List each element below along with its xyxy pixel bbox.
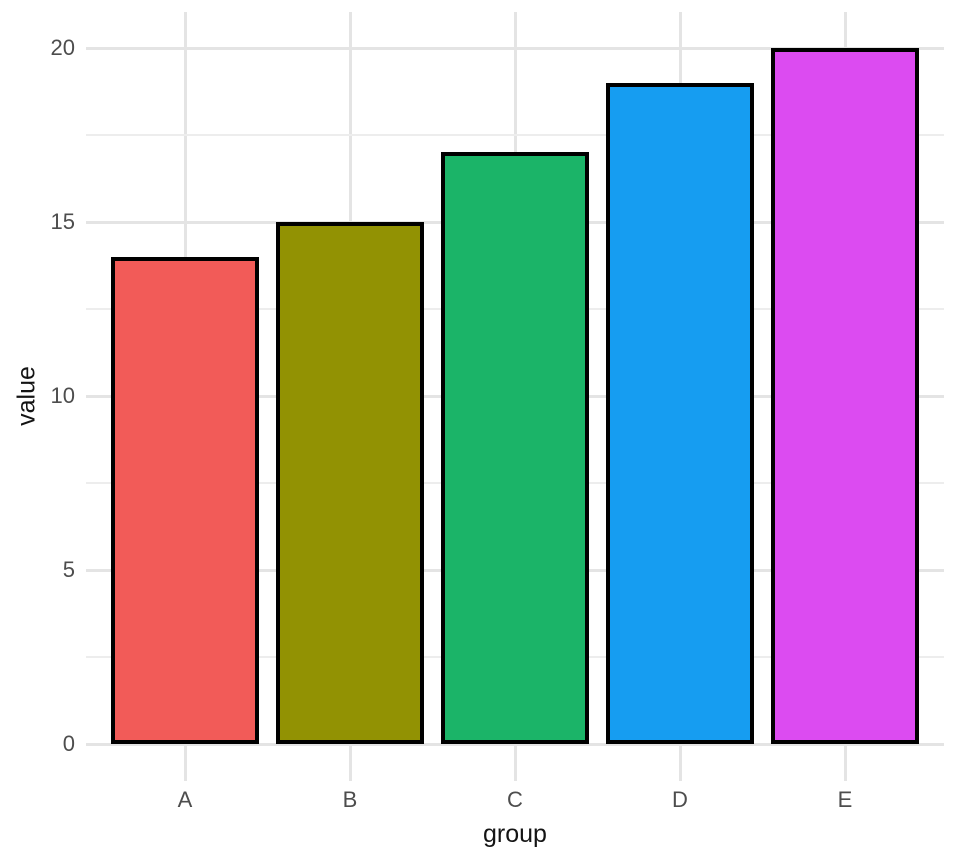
- bar-A: [110, 256, 260, 744]
- bar-E: [770, 48, 920, 744]
- x-axis-title: group: [483, 820, 547, 848]
- major-gridline-0: [86, 742, 944, 746]
- y-axis-title: value: [12, 366, 41, 426]
- x-tick-label-E: E: [837, 787, 853, 812]
- y-tick-label-10: 10: [50, 383, 75, 408]
- y-tick-label-15: 15: [50, 209, 75, 234]
- major-gridline-20: [86, 46, 944, 50]
- x-tick-label-C: C: [507, 787, 523, 812]
- x-tick-label-D: D: [672, 787, 688, 812]
- x-tick-label-B: B: [342, 787, 358, 812]
- y-tick-label-20: 20: [50, 35, 75, 60]
- y-tick-label-0: 0: [62, 731, 75, 756]
- bar-C: [440, 152, 590, 744]
- bar-B: [275, 222, 425, 744]
- y-tick-label-5: 5: [62, 557, 75, 582]
- x-tick-label-A: A: [177, 787, 193, 812]
- minor-gridline: [86, 134, 944, 136]
- bar-D: [605, 82, 755, 744]
